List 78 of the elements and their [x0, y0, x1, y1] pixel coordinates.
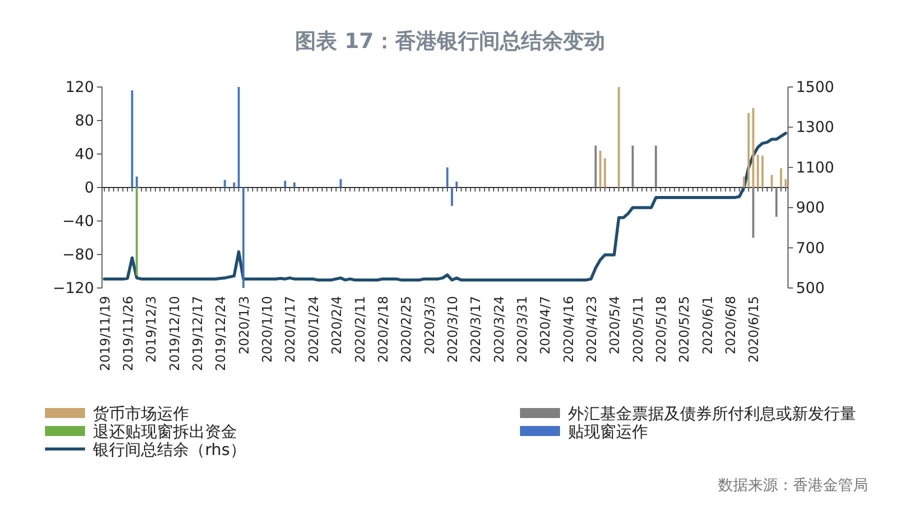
bar	[761, 156, 764, 188]
bar	[446, 167, 448, 188]
x-tick-label: 2020/6/8	[724, 296, 740, 354]
y-tick-label: 120	[65, 78, 94, 96]
legend-label: 货币市场运作	[93, 404, 189, 423]
bar	[618, 87, 620, 188]
x-tick-label: 2020/1/17	[284, 296, 299, 363]
x-tick-label: 2020/1/3	[237, 296, 252, 354]
x-tick-label: 2020/5/18	[654, 296, 670, 363]
source-note: 数据来源：香港金管局	[718, 476, 868, 494]
bar	[131, 90, 134, 188]
x-tick-label: 2020/4/23	[585, 296, 600, 363]
bar	[654, 146, 657, 188]
legend-label: 银行间总结余（rhs）	[92, 440, 246, 459]
bar	[742, 176, 746, 188]
x-tick-label: 2019/12/17	[191, 296, 206, 371]
bar	[632, 146, 634, 188]
bar	[284, 180, 286, 188]
bar	[340, 179, 342, 188]
x-tick-label: 2020/2/25	[400, 296, 415, 363]
x-tick-label: 2020/2/4	[330, 296, 346, 354]
bar	[594, 146, 597, 188]
x-tick-label: 2019/11/19	[98, 296, 114, 371]
bar	[242, 188, 244, 288]
y-tick-label: −80	[62, 246, 94, 264]
bar	[136, 176, 138, 188]
bar	[784, 179, 787, 188]
bar	[238, 87, 240, 188]
y2-tick-label: 700	[796, 238, 825, 257]
x-tick-label: 2020/5/4	[608, 296, 624, 354]
x-tick-label: 2020/6/15	[747, 296, 762, 363]
y-tick-label: 80	[74, 112, 94, 130]
bar	[756, 154, 759, 188]
legend-label: 贴现窗运作	[568, 422, 648, 441]
x-tick-label: 2020/5/11	[631, 296, 646, 363]
y2-tick-label: 500	[796, 279, 825, 297]
bar	[224, 180, 226, 188]
line-series	[102, 132, 788, 282]
x-tick-label: 2020/3/31	[515, 296, 530, 363]
x-tick-label: 2020/4/16	[562, 296, 577, 363]
x-tick-label: 2019/12/24	[214, 296, 230, 371]
bar	[599, 150, 602, 188]
bar	[770, 174, 773, 188]
x-tick-label: 2020/3/10	[446, 296, 461, 363]
x-tick-label: 2019/12/3	[144, 296, 160, 363]
bar	[780, 168, 782, 188]
bar	[748, 112, 750, 188]
x-tick-label: 2020/1/24	[306, 296, 322, 363]
y-tick-label: −40	[62, 212, 94, 230]
y2-tick-label: 1100	[796, 158, 834, 176]
y2-tick-label: 1300	[796, 118, 834, 136]
bar	[752, 188, 754, 238]
bar	[775, 188, 778, 217]
x-tick-label: 2019/11/26	[121, 296, 136, 371]
x-tick-label: 2020/5/25	[678, 296, 693, 363]
x-tick-label: 2020/1/10	[260, 296, 276, 363]
legend-label: 退还贴现窗拆出资金	[93, 422, 237, 441]
x-tick-label: 2019/12/10	[168, 296, 183, 371]
y-tick-label: 0	[84, 178, 94, 196]
y2-tick-label: 1500	[796, 78, 834, 96]
x-tick-label: 2020/6/1	[700, 296, 716, 354]
x-tick-label: 2020/3/24	[492, 296, 508, 363]
bar	[293, 182, 296, 188]
y2-tick-label: 900	[796, 198, 825, 217]
legend-label: 外汇基金票据及债券所付利息或新发行量	[568, 404, 856, 423]
x-tick-label: 2020/3/17	[469, 296, 484, 363]
bar	[233, 182, 236, 188]
bar	[456, 182, 458, 188]
y-tick-label: 40	[74, 145, 94, 163]
y-tick-label: −120	[52, 279, 94, 297]
x-tick-label: 2020/3/3	[422, 296, 438, 354]
bar	[450, 188, 453, 206]
chart-title: 图表 17：香港银行间总结余变动	[295, 29, 605, 53]
bar	[752, 108, 754, 188]
x-tick-label: 2020/2/11	[353, 296, 368, 363]
x-tick-label: 2020/2/18	[376, 296, 392, 363]
bar	[604, 158, 606, 188]
x-tick-label: 2020/4/7	[538, 296, 554, 354]
